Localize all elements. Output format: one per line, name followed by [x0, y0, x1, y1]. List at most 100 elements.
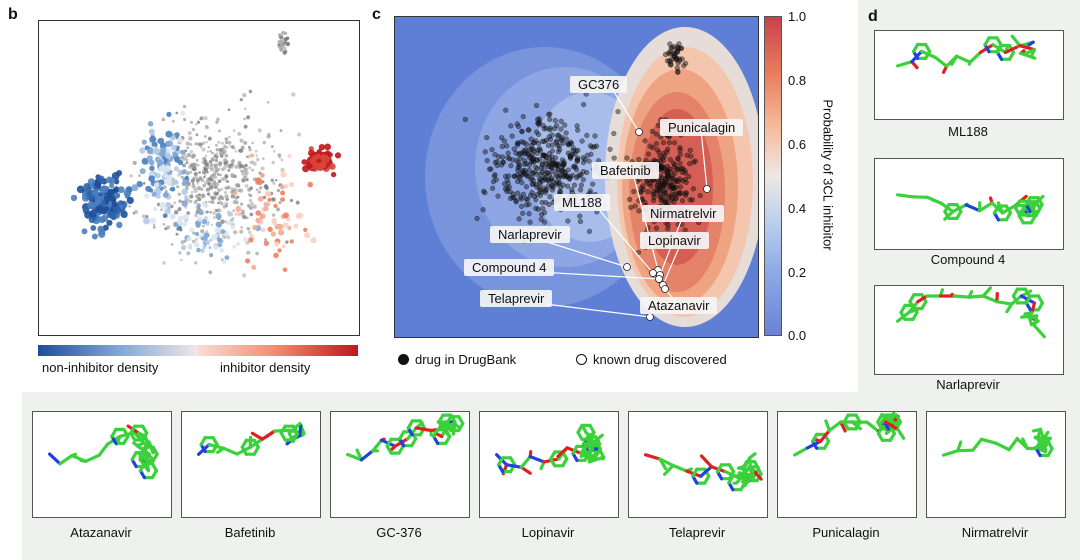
embedding-point: [224, 255, 230, 260]
drug-point: [515, 123, 522, 130]
embedding-point: [177, 219, 182, 225]
drug-point: [573, 148, 579, 154]
drug-point: [574, 175, 580, 181]
embedding-point: [256, 157, 260, 162]
embedding-point: [254, 149, 258, 153]
drug-point: [653, 186, 659, 192]
embedding-point: [191, 127, 196, 132]
drug-point: [642, 138, 648, 144]
drug-point: [489, 185, 496, 191]
legend-known-drug: known drug discovered: [576, 352, 727, 367]
embedding-point: [225, 204, 229, 208]
embedding-point: [263, 205, 269, 212]
drug-point: [645, 189, 651, 195]
embedding-point: [209, 211, 212, 214]
drug-point: [678, 45, 685, 51]
embedding-point: [232, 200, 237, 204]
embedding-point: [282, 222, 289, 229]
drug-point: [550, 168, 556, 175]
embedding-point: [266, 101, 270, 104]
embedding-point: [76, 185, 85, 194]
bond: [1032, 314, 1039, 328]
bond: [138, 443, 151, 459]
embedding-point: [260, 227, 266, 233]
molecule-structure: [896, 193, 1045, 225]
embedding-point: [208, 270, 213, 275]
embedding-point: [256, 178, 263, 186]
bond: [141, 424, 149, 435]
embedding-point: [205, 125, 208, 128]
drug-point: [510, 157, 516, 163]
embedding-point: [190, 190, 194, 194]
bond: [824, 419, 832, 433]
bond: [827, 420, 843, 433]
drug-point: [570, 145, 576, 151]
drug-point: [554, 122, 560, 129]
drug-label: Lopinavir: [640, 232, 709, 249]
drug-point: [565, 167, 571, 173]
drug-label: Atazanavir: [640, 297, 718, 314]
bond: [588, 423, 596, 434]
embedding-point: [280, 197, 285, 203]
drug-point: [574, 158, 580, 165]
embedding-point: [169, 213, 176, 220]
embedding-point: [148, 188, 154, 193]
embedding-point: [83, 183, 91, 190]
molecule-structure: [942, 427, 1054, 458]
embedding-point: [97, 175, 105, 183]
drug-point: [586, 228, 593, 235]
embedding-point: [273, 203, 278, 208]
bond: [736, 466, 756, 472]
drug-point: [677, 176, 683, 182]
bond: [1031, 202, 1036, 217]
molecule-box-narlaprevir: [874, 285, 1064, 375]
drug-point: [490, 179, 497, 185]
embedding-point: [196, 247, 201, 253]
embedding-point: [222, 165, 227, 170]
embedding-point: [278, 41, 283, 46]
drug-label: Narlaprevir: [490, 226, 570, 243]
embedding-point: [166, 111, 172, 117]
embedding-point: [272, 181, 276, 185]
embedding-point: [251, 168, 254, 172]
embedding-point: [225, 140, 229, 145]
embedding-point: [250, 202, 254, 206]
embedding-point: [271, 197, 276, 202]
embedding-point: [160, 147, 167, 154]
embedding-point: [270, 145, 274, 149]
drug-point: [498, 135, 505, 141]
drug-point: [590, 181, 596, 187]
embedding-point: [241, 171, 246, 176]
embedding-point: [239, 188, 244, 193]
embedding-point: [280, 190, 286, 196]
embedding-point: [233, 190, 238, 196]
drug-point: [572, 151, 578, 157]
drug-point: [558, 136, 564, 142]
embedding-point: [318, 144, 326, 151]
drug-point: [484, 158, 490, 164]
drug-point: [519, 128, 525, 135]
embedding-point: [97, 225, 105, 233]
embedding-point: [189, 170, 193, 174]
embedding-point: [309, 157, 317, 165]
drug-point: [578, 182, 585, 188]
embedding-point: [195, 158, 199, 162]
drug-point: [559, 134, 565, 141]
molecule-box-atazanavir: [32, 411, 172, 518]
embedding-point: [223, 158, 228, 163]
known-drug-marker: [646, 313, 654, 321]
colorbar-tick: 0.2: [788, 265, 807, 280]
embedding-point: [275, 179, 278, 182]
embedding-point: [100, 214, 109, 222]
embedding-point: [243, 117, 246, 121]
drug-point: [516, 216, 522, 222]
embedding-point: [189, 142, 193, 146]
embedding-point: [330, 171, 337, 178]
embedding-point: [249, 153, 255, 158]
embedding-point: [213, 175, 218, 180]
embedding-point: [193, 200, 198, 205]
drug-point: [658, 159, 664, 165]
drug-label: GC376: [570, 76, 628, 93]
embedding-point: [259, 186, 263, 190]
drug-point: [580, 169, 586, 175]
